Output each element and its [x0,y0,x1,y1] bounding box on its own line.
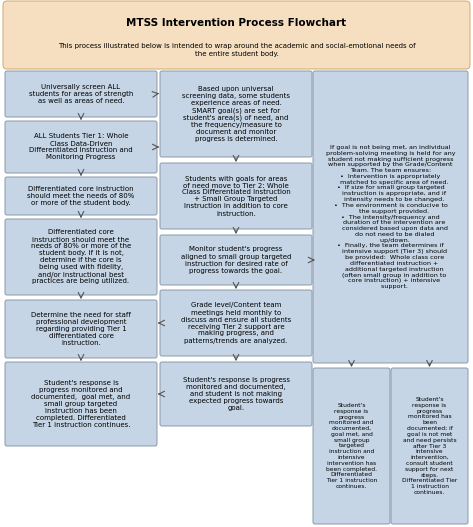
FancyBboxPatch shape [5,300,157,358]
Text: MTSS Intervention Process Flowchart: MTSS Intervention Process Flowchart [126,18,347,28]
FancyBboxPatch shape [391,368,468,524]
FancyBboxPatch shape [313,71,468,363]
Text: Student's
response is
progress
monitored has
been
documented; if
goal is not met: Student's response is progress monitored… [402,397,457,495]
FancyBboxPatch shape [160,235,312,285]
FancyBboxPatch shape [3,1,470,69]
Text: Student's
response is
progress
monitored and
documented,
goal met, and
small gro: Student's response is progress monitored… [326,403,377,489]
Text: Monitor student's progress
aligned to small group targeted
instruction for desir: Monitor student's progress aligned to sm… [181,247,291,274]
Text: Students with goals for areas
of need move to Tier 2: Whole
Class Differentiated: Students with goals for areas of need mo… [182,175,290,217]
FancyBboxPatch shape [160,290,312,356]
Text: This process illustrated below is intended to wrap around the academic and socia: This process illustrated below is intend… [58,43,415,57]
FancyBboxPatch shape [160,362,312,426]
FancyBboxPatch shape [160,71,312,157]
Text: Differentiated core instruction
should meet the needs of 80%
or more of the stud: Differentiated core instruction should m… [27,186,135,206]
Text: Student's response is progress
monitored and documented,
and student is not maki: Student's response is progress monitored… [183,377,289,411]
FancyBboxPatch shape [5,362,157,446]
Text: Grade level/Content team
meetings held monthly to
discuss and ensure all student: Grade level/Content team meetings held m… [181,302,291,344]
FancyBboxPatch shape [313,368,390,524]
Text: If goal is not being met, an individual
problem-solving meeting is held for any
: If goal is not being met, an individual … [326,145,455,289]
FancyBboxPatch shape [160,163,312,229]
Text: Determine the need for staff
professional development
regarding providing Tier 1: Determine the need for staff professiona… [31,312,131,346]
FancyBboxPatch shape [5,177,157,215]
FancyBboxPatch shape [5,121,157,173]
FancyBboxPatch shape [5,219,157,295]
Text: Differentiated core
instruction should meet the
needs of 80% or more of the
stud: Differentiated core instruction should m… [31,229,131,285]
Text: Universally screen ALL
students for areas of strength
as well as areas of need.: Universally screen ALL students for area… [29,84,133,104]
Text: Based upon universal
screening data, some students
experience areas of need.
SMA: Based upon universal screening data, som… [182,86,290,142]
Text: ALL Students Tier 1: Whole
Class Data-Driven
Differentiated Instruction and
Moni: ALL Students Tier 1: Whole Class Data-Dr… [29,133,133,161]
Text: Student's response is
progress monitored and
documented,  goal met, and
small gr: Student's response is progress monitored… [31,380,131,428]
FancyBboxPatch shape [5,71,157,117]
